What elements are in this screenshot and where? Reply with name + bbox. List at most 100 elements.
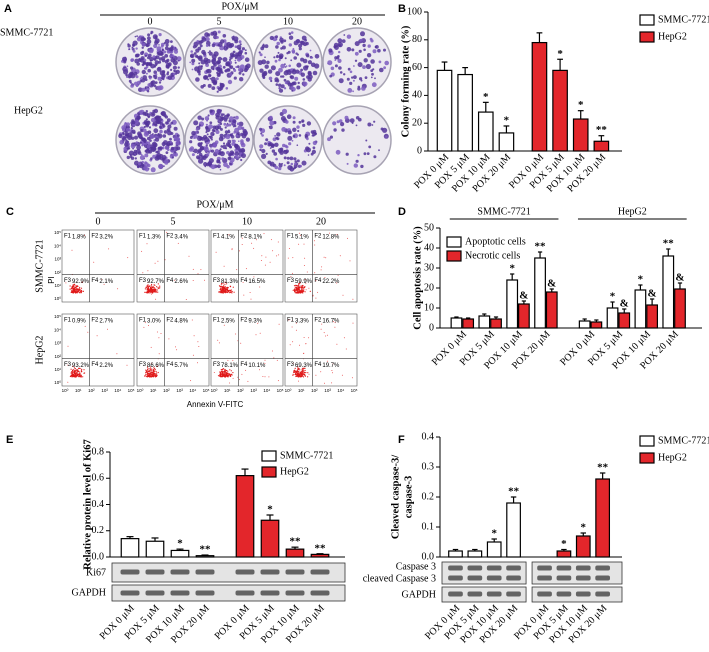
colony <box>167 124 172 129</box>
colony <box>159 52 163 56</box>
event-dot <box>297 366 299 368</box>
colony <box>162 70 166 74</box>
event-dot <box>224 370 226 373</box>
blot-band <box>467 575 483 581</box>
event-dot <box>80 376 82 378</box>
event-dot <box>332 321 334 323</box>
colony <box>152 133 154 135</box>
colony <box>264 64 269 69</box>
colony <box>147 68 151 73</box>
event-dot <box>145 369 147 371</box>
colony <box>165 121 169 125</box>
y-axis-label: Relative protein level of Ki67 <box>82 439 93 569</box>
colony <box>349 70 353 74</box>
event-dot <box>71 286 73 288</box>
colony <box>293 157 297 161</box>
colony <box>170 45 174 49</box>
colony <box>279 150 284 155</box>
event-dot <box>220 285 222 287</box>
colony <box>138 133 143 139</box>
colony <box>259 53 263 57</box>
colony <box>173 126 178 131</box>
quadrant-name: F1 <box>64 318 72 324</box>
colony <box>231 139 234 142</box>
colony <box>156 85 162 91</box>
colony <box>343 73 346 76</box>
colony <box>286 156 290 160</box>
event-dot <box>272 250 274 252</box>
colony <box>175 141 180 146</box>
colony <box>292 47 295 50</box>
event-dot <box>273 357 275 359</box>
event-dot <box>76 370 78 372</box>
event-dot <box>74 374 76 376</box>
event-dot <box>78 371 80 373</box>
blot-label: Ki67 <box>86 567 106 578</box>
event-dot <box>278 323 280 325</box>
colony <box>233 76 237 80</box>
event-dot <box>72 292 74 294</box>
event-dot <box>154 262 156 264</box>
event-dot <box>155 370 157 373</box>
event-dot <box>302 373 304 375</box>
colony <box>163 123 165 126</box>
colony <box>191 153 195 157</box>
event-dot <box>263 233 265 235</box>
tick-label: 10⁴ <box>114 388 121 393</box>
colony <box>383 66 386 70</box>
colony <box>235 145 241 150</box>
colony <box>165 43 169 47</box>
event-dot <box>301 369 303 371</box>
colony <box>236 122 240 126</box>
colony <box>207 83 212 88</box>
quadrant-percent: 2.6% <box>174 279 188 285</box>
colony <box>199 44 203 48</box>
event-dot <box>147 282 149 283</box>
colony <box>143 58 147 62</box>
colony <box>210 149 215 153</box>
colony <box>296 144 299 146</box>
colony <box>207 51 210 54</box>
quadrant-percent: 81.3% <box>221 279 239 285</box>
event-dot <box>323 256 325 258</box>
event-dot <box>217 375 220 377</box>
colony <box>191 58 196 63</box>
colony <box>136 115 141 120</box>
quadrant-percent: 78.1% <box>221 363 239 369</box>
colony <box>235 134 239 137</box>
event-dot <box>159 287 161 289</box>
colony <box>284 81 288 85</box>
colony <box>299 40 304 45</box>
colony <box>229 150 235 155</box>
event-dot <box>159 285 161 287</box>
colony <box>209 74 212 77</box>
event-dot <box>219 288 222 290</box>
colony <box>131 120 136 125</box>
event-dot <box>305 372 307 374</box>
event-dot <box>229 382 231 384</box>
tick-label: 10⁵ <box>203 388 210 393</box>
colony <box>130 127 133 130</box>
event-dot <box>250 298 252 300</box>
blot-band <box>467 565 483 571</box>
tick-label: 10⁰ <box>211 388 218 393</box>
quadrant-name: F1 <box>213 318 221 324</box>
colony <box>189 146 195 151</box>
event-dot <box>197 273 199 275</box>
quadrant-percent: 5.7% <box>174 363 188 369</box>
colony <box>355 124 358 127</box>
event-dot <box>153 372 155 374</box>
colony <box>204 116 210 121</box>
event-dot <box>223 265 225 267</box>
colony <box>276 41 281 46</box>
colony <box>193 52 197 55</box>
significance-mark: ** <box>290 536 302 548</box>
event-dot <box>222 370 224 372</box>
colony <box>142 61 146 65</box>
event-dot <box>302 287 304 289</box>
colony <box>281 75 285 78</box>
quadrant-name: F3 <box>287 362 295 368</box>
colony <box>366 152 370 156</box>
colony <box>311 149 316 154</box>
colony <box>354 51 359 56</box>
